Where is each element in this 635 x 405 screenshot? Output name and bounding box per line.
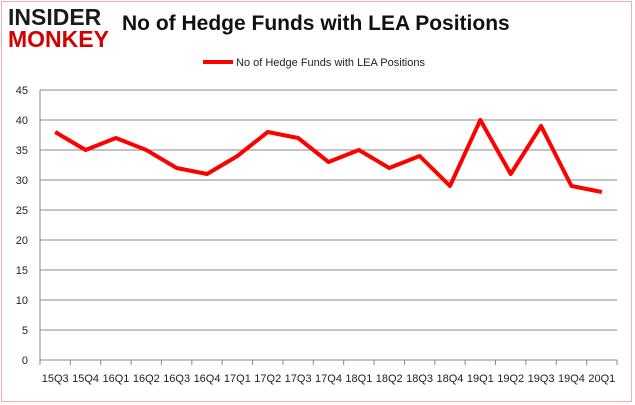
x-tick-label: 16Q3	[163, 373, 190, 385]
x-tick-label: 17Q2	[254, 373, 281, 385]
x-tick-label: 17Q4	[315, 373, 342, 385]
logo-monkey: MONKEY	[8, 26, 109, 52]
x-tick-label: 18Q1	[345, 373, 372, 385]
y-tick-label: 10	[16, 295, 28, 307]
x-tick-label: 19Q2	[497, 373, 524, 385]
y-tick-label: 5	[22, 325, 28, 337]
series-line	[54, 118, 603, 194]
x-tick-label: 17Q3	[285, 373, 312, 385]
y-tick-label: 15	[16, 265, 28, 277]
x-tick-label: 16Q4	[194, 373, 221, 385]
x-tick-label: 19Q1	[467, 373, 494, 385]
legend-label: No of Hedge Funds with LEA Positions	[236, 57, 425, 69]
logo-insider: INSIDER	[8, 4, 102, 30]
y-tick-label: 20	[16, 235, 28, 247]
x-tick-label: 18Q4	[437, 373, 464, 385]
y-tick-label: 0	[22, 355, 28, 367]
x-tick-label: 18Q2	[376, 373, 403, 385]
x-tick-label: 15Q4	[72, 373, 99, 385]
x-tick-label: 19Q3	[528, 373, 555, 385]
y-tick-label: 25	[16, 205, 28, 217]
x-tick-label: 16Q2	[133, 373, 160, 385]
x-tick-label: 17Q1	[224, 373, 251, 385]
y-tick-label: 35	[16, 145, 28, 157]
x-tick-label: 18Q3	[406, 373, 433, 385]
y-tick-label: 45	[16, 85, 28, 97]
chart-title: No of Hedge Funds with LEA Positions	[122, 12, 510, 35]
x-tick-label: 20Q1	[588, 373, 615, 385]
x-tick-label: 19Q4	[558, 373, 585, 385]
y-tick-label: 30	[16, 175, 28, 187]
x-tick-label: 15Q3	[42, 373, 69, 385]
x-tick-label: 16Q1	[102, 373, 129, 385]
y-tick-label: 40	[16, 115, 28, 127]
